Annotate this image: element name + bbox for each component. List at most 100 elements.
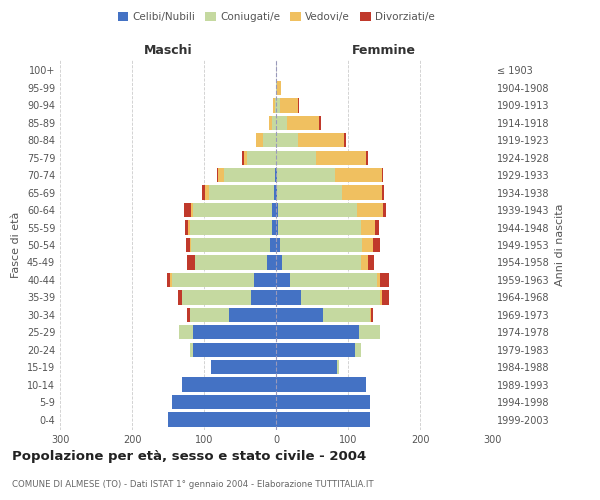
Bar	[191, 203, 193, 217]
Bar	[377, 273, 380, 287]
Bar	[170, 273, 172, 287]
Bar	[316, 150, 366, 165]
Bar	[290, 273, 377, 287]
Bar	[373, 238, 380, 252]
Bar	[196, 256, 268, 270]
Bar	[276, 360, 337, 374]
Bar	[282, 256, 361, 270]
Bar	[301, 290, 380, 304]
Bar	[193, 203, 272, 217]
Bar	[251, 290, 276, 304]
Bar	[370, 308, 371, 322]
Bar	[280, 98, 298, 112]
Bar	[276, 273, 290, 287]
Bar	[371, 308, 373, 322]
Bar	[190, 220, 272, 234]
Text: Maschi: Maschi	[143, 44, 193, 57]
Bar	[278, 203, 358, 217]
Bar	[277, 168, 335, 182]
Bar	[319, 116, 320, 130]
Bar	[280, 238, 362, 252]
Bar	[188, 220, 190, 234]
Bar	[276, 290, 301, 304]
Bar	[244, 150, 247, 165]
Bar	[276, 220, 278, 234]
Bar	[380, 273, 389, 287]
Bar	[182, 290, 251, 304]
Bar	[168, 412, 276, 426]
Bar	[277, 81, 281, 95]
Bar	[194, 256, 196, 270]
Bar	[187, 256, 194, 270]
Bar	[224, 168, 275, 182]
Text: Popolazione per età, sesso e stato civile - 2004: Popolazione per età, sesso e stato civil…	[12, 450, 366, 463]
Bar	[242, 150, 244, 165]
Bar	[178, 290, 182, 304]
Bar	[337, 360, 338, 374]
Bar	[190, 342, 193, 357]
Bar	[256, 133, 263, 148]
Bar	[276, 378, 366, 392]
Bar	[276, 238, 280, 252]
Bar	[247, 150, 276, 165]
Legend: Celibi/Nubili, Coniugati/e, Vedovi/e, Divorziati/e: Celibi/Nubili, Coniugati/e, Vedovi/e, Di…	[113, 8, 439, 26]
Bar	[272, 116, 276, 130]
Bar	[187, 308, 190, 322]
Bar	[276, 308, 323, 322]
Bar	[287, 116, 319, 130]
Bar	[254, 273, 276, 287]
Bar	[276, 412, 370, 426]
Bar	[276, 325, 359, 340]
Bar	[184, 203, 191, 217]
Y-axis label: Anni di nascita: Anni di nascita	[555, 204, 565, 286]
Bar	[263, 133, 276, 148]
Bar	[193, 325, 276, 340]
Bar	[380, 290, 382, 304]
Text: Femmine: Femmine	[352, 44, 416, 57]
Bar	[269, 116, 272, 130]
Bar	[276, 395, 370, 409]
Bar	[202, 186, 205, 200]
Bar	[276, 342, 355, 357]
Bar	[272, 220, 276, 234]
Bar	[275, 168, 276, 182]
Bar	[277, 186, 342, 200]
Bar	[344, 133, 346, 148]
Bar	[359, 325, 380, 340]
Y-axis label: Fasce di età: Fasce di età	[11, 212, 21, 278]
Bar	[358, 203, 383, 217]
Bar	[276, 98, 280, 112]
Bar	[190, 308, 229, 322]
Bar	[298, 98, 299, 112]
Bar	[361, 256, 368, 270]
Bar	[376, 220, 379, 234]
Bar	[335, 168, 382, 182]
Bar	[275, 98, 276, 112]
Bar	[218, 168, 224, 182]
Bar	[211, 360, 276, 374]
Bar	[323, 308, 370, 322]
Bar	[382, 168, 383, 182]
Bar	[276, 150, 316, 165]
Bar	[273, 98, 275, 112]
Bar	[205, 186, 209, 200]
Bar	[382, 186, 384, 200]
Bar	[179, 325, 193, 340]
Bar	[276, 133, 298, 148]
Bar	[382, 290, 389, 304]
Bar	[276, 116, 287, 130]
Bar	[270, 238, 276, 252]
Bar	[209, 186, 274, 200]
Bar	[383, 203, 386, 217]
Bar	[193, 342, 276, 357]
Bar	[276, 186, 277, 200]
Bar	[268, 256, 276, 270]
Bar	[276, 256, 282, 270]
Bar	[355, 342, 361, 357]
Bar	[368, 256, 374, 270]
Bar	[186, 238, 190, 252]
Bar	[167, 273, 170, 287]
Bar	[276, 81, 277, 95]
Bar	[185, 220, 188, 234]
Bar	[298, 133, 344, 148]
